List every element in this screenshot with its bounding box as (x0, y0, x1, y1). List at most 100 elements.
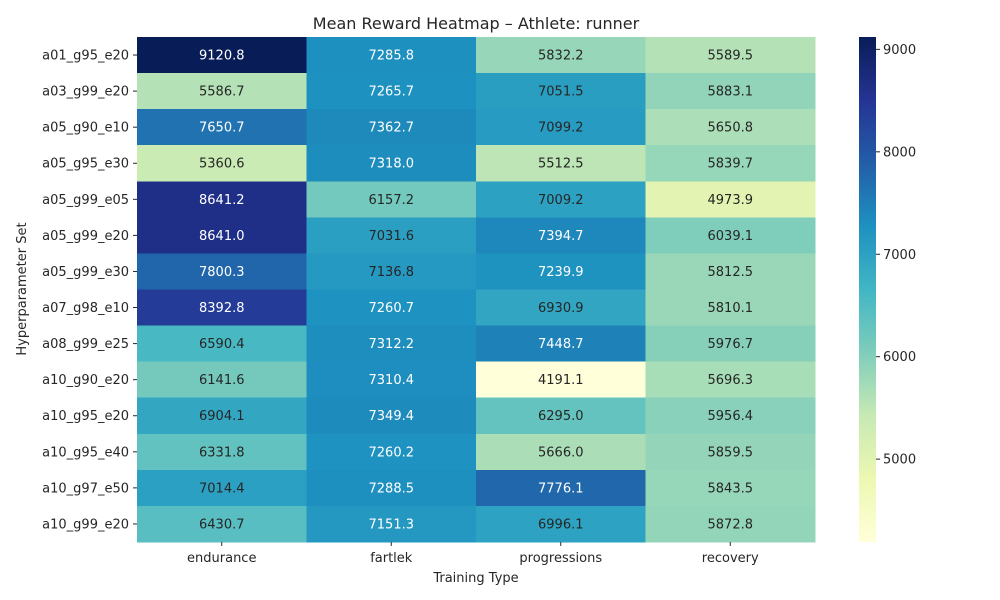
x-tick-label: endurance (187, 551, 256, 566)
colorbar-tick-label: 9000 (883, 43, 916, 58)
x-axis-ticks: endurance fartlek progressions recovery (187, 541, 759, 566)
cell-value-label: 7448.7 (538, 337, 584, 352)
heatmap-cell (306, 37, 477, 74)
heatmap-cell (645, 253, 816, 290)
heatmap-cell (137, 289, 307, 327)
cell-value-label: 7031.6 (369, 229, 415, 244)
cell-value-label: 6930.9 (538, 301, 584, 316)
cell-value-label: 6996.1 (538, 517, 584, 532)
x-axis-title: Training Type (432, 571, 518, 586)
cell-value-label: 5696.3 (708, 373, 754, 388)
y-axis-title: Hyperparameter Set (15, 222, 30, 355)
cell-value-label: 8641.2 (199, 193, 245, 208)
heatmap-cell (476, 73, 646, 110)
cell-value-label: 6590.4 (199, 337, 245, 352)
cell-value-label: 6295.0 (538, 409, 584, 424)
cell-value-label: 7285.8 (369, 49, 415, 64)
cell-value-label: 6331.8 (199, 445, 245, 460)
colorbar-ticks: 5000 6000 7000 8000 9000 (876, 43, 916, 468)
cell-value-label: 6430.7 (199, 517, 245, 532)
heatmap-cell (306, 73, 477, 110)
heatmap-cell (137, 361, 307, 399)
heatmap-cell (476, 217, 646, 254)
cell-value-label: 7349.4 (369, 409, 415, 424)
heatmap-cell (137, 73, 307, 110)
cell-value-label: 4191.1 (538, 373, 584, 388)
heatmap-cell (645, 289, 816, 327)
cell-value-label: 5832.2 (538, 49, 584, 64)
cell-value-label: 5883.1 (708, 85, 754, 100)
y-tick-label: a08_g99_e25 (42, 337, 129, 352)
y-tick-label: a05_g95_e30 (42, 157, 129, 172)
heatmap-cell (306, 253, 477, 290)
cell-value-label: 5360.6 (199, 157, 245, 172)
y-tick-label: a10_g97_e50 (42, 481, 129, 496)
cell-value-label: 5976.7 (708, 337, 754, 352)
cell-value-label: 5859.5 (708, 445, 754, 460)
heatmap-cell (137, 397, 307, 435)
y-tick-label: a10_g90_e20 (42, 373, 129, 388)
y-tick-label: a01_g95_e20 (42, 49, 129, 64)
cell-value-label: 7362.7 (369, 121, 415, 136)
y-axis-ticks: a01_g95_e20 a03_g99_e20 a05_g90_e10 a05_g95… (42, 49, 137, 532)
cell-value-label: 7318.0 (369, 157, 415, 172)
heatmap-cell (306, 217, 477, 254)
cell-value-label: 5956.4 (708, 409, 754, 424)
cell-value-label: 5512.5 (538, 157, 584, 172)
heatmap-cells (137, 37, 816, 543)
y-tick-label: a05_g99_e30 (42, 265, 129, 280)
heatmap-cell (137, 109, 307, 146)
cell-value-label: 7776.1 (538, 481, 584, 496)
cell-value-label: 5872.8 (708, 517, 754, 532)
heatmap-cell (645, 181, 816, 218)
y-tick-label: a07_g98_e10 (42, 301, 129, 316)
heatmap-cell (306, 361, 477, 399)
heatmap-cell (476, 181, 646, 218)
cell-value-label: 9120.8 (199, 49, 245, 64)
heatmap-cell (645, 73, 816, 110)
cell-value-label: 5812.5 (708, 265, 754, 280)
y-tick-label: a03_g99_e20 (42, 85, 129, 100)
cell-value-label: 7288.5 (369, 481, 415, 496)
heatmap-cell (306, 325, 477, 363)
heatmap-cell (306, 181, 477, 218)
cell-value-label: 5589.5 (708, 49, 754, 64)
heatmap-cell (137, 325, 307, 363)
cell-value-label: 5586.7 (199, 85, 245, 100)
heatmap-cell (306, 433, 477, 471)
cell-value-label: 7260.2 (369, 445, 415, 460)
heatmap-cell (645, 397, 816, 435)
x-tick-label: progressions (519, 551, 602, 566)
cell-value-label: 7009.2 (538, 193, 584, 208)
cell-value-label: 7265.7 (369, 85, 415, 100)
heatmap-cell (645, 145, 816, 182)
heatmap-cell (645, 361, 816, 399)
colorbar-tick-label: 8000 (883, 145, 916, 160)
cell-value-label: 5839.7 (708, 157, 754, 172)
cell-value-label: 7650.7 (199, 121, 245, 136)
cell-value-label: 7051.5 (538, 85, 584, 100)
heatmap-cell (306, 145, 477, 182)
heatmap-cell (137, 217, 307, 254)
x-tick-label: recovery (702, 551, 759, 566)
cell-value-label: 5650.8 (708, 121, 754, 136)
cell-value-label: 6141.6 (199, 373, 245, 388)
cell-value-label: 7312.2 (369, 337, 415, 352)
heatmap-cell (476, 325, 646, 363)
cell-value-label: 7099.2 (538, 121, 584, 136)
heatmap-cell (476, 253, 646, 290)
cell-value-label: 7260.7 (369, 301, 415, 316)
heatmap-cell (645, 469, 816, 507)
colorbar-tick-label: 5000 (883, 453, 916, 468)
cell-value-label: 5666.0 (538, 445, 584, 460)
cell-value-label: 7310.4 (369, 373, 415, 388)
heatmap-cell (306, 109, 477, 146)
cell-value-label: 7800.3 (199, 265, 245, 280)
heatmap-cell (645, 325, 816, 363)
x-tick-label: fartlek (370, 551, 413, 566)
heatmap-cell (137, 37, 307, 74)
heatmap-cell (645, 109, 816, 146)
cell-value-label: 7151.3 (369, 517, 415, 532)
y-tick-label: a05_g90_e10 (42, 121, 129, 136)
